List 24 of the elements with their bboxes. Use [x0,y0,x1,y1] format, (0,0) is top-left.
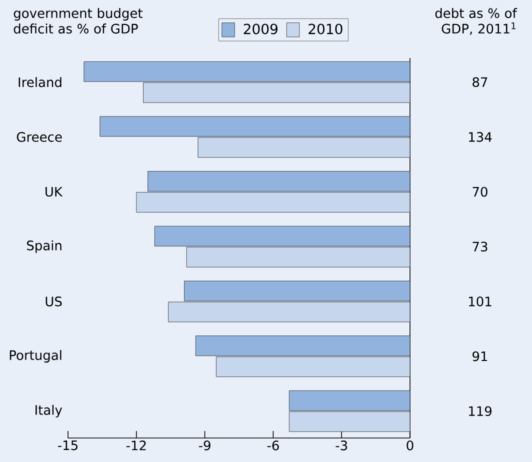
x-tick-label: 0 [406,440,414,450]
y-tick-label: Ireland [18,77,62,88]
y-tick-label: Spain [27,240,62,253]
y-tick-label: Portugal [10,350,62,363]
y-tick-label: UK [46,186,63,197]
text: 119 [469,406,492,416]
legend-label: 2010 [308,24,342,34]
x-tick-label: -6 [267,440,279,450]
x-tick-label: -3 [336,440,348,450]
y2-axis-title: debt as % of GDP, 2011$^{1}$ [435,8,518,35]
y-tick-label: US [46,296,62,306]
text: 101 [469,296,492,306]
text: 73 [472,242,488,252]
text: 91 [472,351,488,362]
x-axis-title: government budget deficit as % of GDP [14,8,142,34]
text: 87 [472,77,488,88]
x-tick-label: -9 [198,440,210,450]
legend-label: 2009 [244,24,278,34]
text: 134 [469,132,492,142]
x-tick-label: -15 [58,440,78,450]
y-tick-label: Greece [16,132,62,142]
y-tick-label: Italy [36,404,62,418]
x-tick-label: -12 [126,440,146,450]
text: 70 [472,186,488,197]
